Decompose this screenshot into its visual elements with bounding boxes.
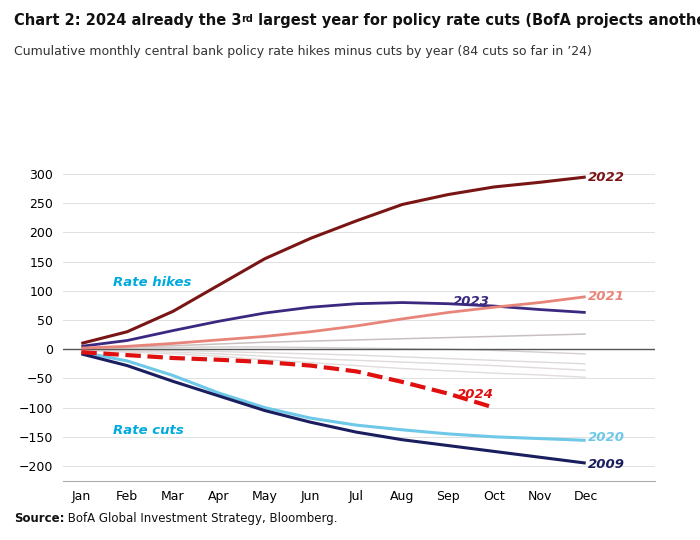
- Text: Rate cuts: Rate cuts: [113, 424, 184, 437]
- Text: Chart 2: 2024 already the 3: Chart 2: 2024 already the 3: [14, 14, 241, 29]
- Text: 2024: 2024: [457, 388, 494, 401]
- Text: 2022: 2022: [588, 171, 625, 184]
- Text: Cumulative monthly central bank policy rate hikes minus cuts by year (84 cuts so: Cumulative monthly central bank policy r…: [14, 45, 592, 58]
- Text: Rate hikes: Rate hikes: [113, 275, 192, 288]
- Text: BofA Global Investment Strategy, Bloomberg.: BofA Global Investment Strategy, Bloombe…: [64, 512, 338, 525]
- Text: rd: rd: [241, 14, 253, 24]
- Text: Source:: Source:: [14, 512, 64, 525]
- Text: 2020: 2020: [588, 431, 625, 444]
- Text: 2009: 2009: [588, 458, 625, 471]
- Text: 2023: 2023: [453, 295, 490, 308]
- Text: 2021: 2021: [588, 290, 625, 303]
- Text: largest year for policy rate cuts (BofA projects another 43 by Dec’24): largest year for policy rate cuts (BofA …: [253, 14, 700, 29]
